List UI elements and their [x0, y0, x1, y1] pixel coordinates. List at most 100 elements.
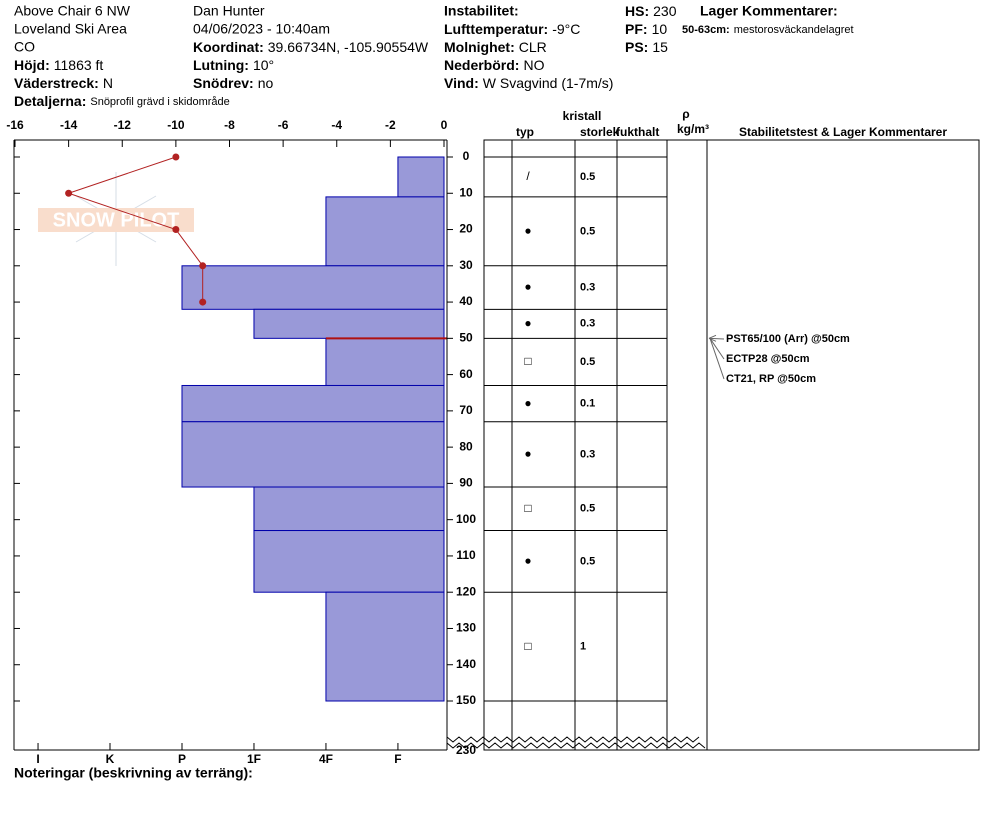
column-header: storlek [580, 125, 620, 139]
field-value: mestorosväckandelagret [734, 24, 854, 36]
header-field: Lufttemperatur: -9°C [444, 21, 580, 37]
header-text: Dan Hunter [193, 3, 265, 19]
field-value: 230 [653, 3, 677, 19]
y-tick-label: 130 [456, 621, 476, 635]
field-value: Snöprofil grävd i skidområde [90, 96, 229, 108]
header-text: Above Chair 6 NW [14, 3, 131, 19]
hardness-tick-label: P [178, 752, 186, 766]
hardness-bar [325, 591, 445, 702]
header-field: Väderstreck: N [14, 75, 113, 91]
header-field: Snödrev: no [193, 75, 273, 91]
y-tick-label: 110 [456, 548, 476, 562]
field-label: Lutning: [193, 57, 249, 73]
column-header: typ [516, 125, 534, 139]
test-arrow [709, 338, 725, 360]
logo-band [38, 208, 194, 232]
grain-size: 0.3 [580, 318, 595, 330]
grain-type: □ [524, 501, 531, 515]
test-arrowhead [708, 334, 717, 342]
y-tick-label: 90 [459, 476, 473, 490]
temperature-point [199, 262, 207, 270]
header-field: Vind: W Svagvind (1-7m/s) [444, 75, 613, 91]
column-header: ρ [682, 107, 689, 121]
y-tick-label: 70 [459, 403, 473, 417]
field-value: NO [523, 57, 544, 73]
hardness-tick-label: K [106, 752, 115, 766]
y-tick-label: 80 [459, 439, 473, 453]
field-label: PF: [625, 21, 648, 37]
grain-size: 0.5 [580, 503, 595, 515]
y-tick-label: 30 [459, 258, 473, 272]
grain-size: 0.5 [580, 225, 595, 237]
header-field: 50-63cm: mestorosväckandelagret [682, 24, 854, 36]
grain-size: 0.1 [580, 398, 595, 410]
grain-type: ● [524, 554, 531, 568]
grain-type: □ [524, 639, 531, 653]
field-value: -9°C [552, 21, 580, 37]
field-value: N [103, 75, 113, 91]
field-value: 11863 ft [54, 57, 104, 73]
field-label: Höjd: [14, 57, 50, 73]
grain-type: ● [524, 280, 531, 294]
field-value: 10° [253, 57, 274, 73]
notes-label: Noteringar (beskrivning av terräng): [14, 765, 253, 781]
field-label: Snödrev: [193, 75, 254, 91]
x-tick-label: -6 [278, 118, 289, 132]
grain-type: ● [524, 396, 531, 410]
field-value: CLR [519, 39, 547, 55]
grain-size: 0.5 [580, 555, 595, 567]
x-tick-label: -2 [385, 118, 396, 132]
field-label: HS: [625, 3, 649, 19]
grain-size: 0.5 [580, 356, 595, 368]
x-tick-label: -16 [6, 118, 24, 132]
logo: SNOW PILOT [38, 172, 194, 266]
header-text: CO [14, 39, 35, 55]
test-label: ECTP28 @50cm [726, 353, 810, 365]
hardness-tick-label: 1F [247, 752, 261, 766]
hardness-bar [253, 486, 445, 532]
field-label: PS: [625, 39, 648, 55]
field-label: Nederbörd: [444, 57, 519, 73]
grain-size: 1 [580, 641, 586, 653]
x-tick-label: -4 [331, 118, 342, 132]
field-label: Väderstreck: [14, 75, 99, 91]
field-label: Detaljerna: [14, 93, 86, 109]
y-tick-label: 120 [456, 584, 476, 598]
grain-type: □ [524, 354, 531, 368]
header-text: 04/06/2023 - 10:40am [193, 21, 330, 37]
x-tick-label: 0 [441, 118, 448, 132]
grain-type: / [526, 169, 530, 183]
test-arrow [709, 338, 725, 380]
hardness-tick-label: F [394, 752, 401, 766]
y-tick-label: 10 [459, 185, 473, 199]
y-tick-label: 140 [456, 657, 476, 671]
axis-break [446, 736, 706, 749]
grain-type: ● [524, 447, 531, 461]
grain-type: ● [524, 224, 531, 238]
field-value: W Svagvind (1-7m/s) [483, 75, 614, 91]
header-field: Lutning: 10° [193, 57, 274, 73]
field-value: 15 [652, 39, 668, 55]
y-tick-label: 20 [459, 222, 473, 236]
temperature-point [199, 298, 207, 306]
header-field: HS: 230 [625, 3, 677, 19]
hardness-bar [325, 196, 445, 267]
temperature-point [172, 226, 180, 234]
y-tick-label: 60 [459, 367, 473, 381]
temperature-point [65, 189, 73, 197]
hardness-bar [181, 421, 445, 488]
header-field: Molnighet: CLR [444, 39, 547, 55]
column-header: kg/m³ [677, 122, 709, 136]
y-tick-label: 40 [459, 294, 473, 308]
test-arrow [709, 337, 725, 340]
bottom-depth-label: 230 [456, 743, 476, 757]
field-label: Vind: [444, 75, 479, 91]
header-text: Loveland Ski Area [14, 21, 127, 37]
field-value: 39.66734N, -105.90554W [268, 39, 429, 55]
table-frame [483, 139, 980, 751]
grain-type: ● [524, 316, 531, 330]
header-text: Instabilitet: [444, 3, 519, 19]
hardness-bar [253, 530, 445, 593]
logo-text: SNOW PILOT [53, 209, 180, 231]
